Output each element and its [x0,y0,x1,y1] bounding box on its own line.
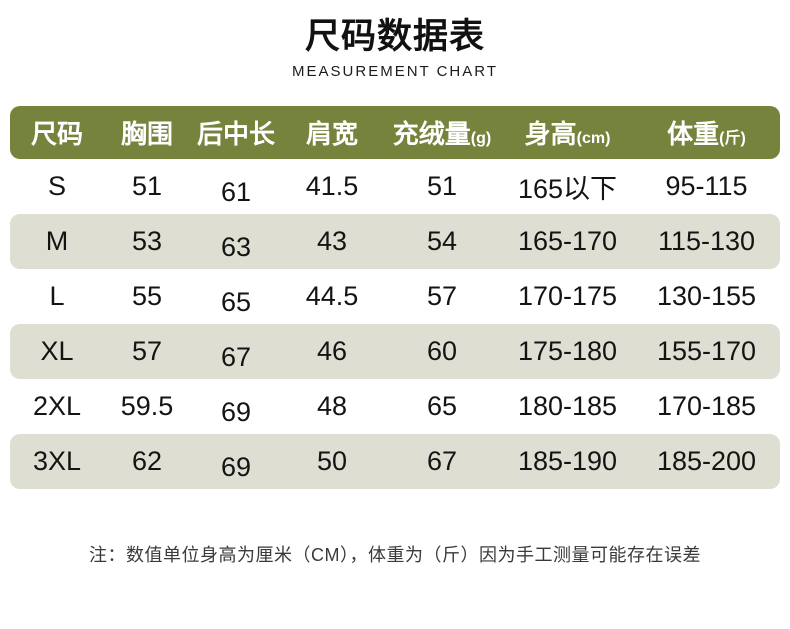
table-cell: 50 [316,446,348,476]
table-row-2xl: 2XL 59.5 69 48 65 180-185 170-185 [10,379,780,434]
table-cell: 69 [220,452,252,482]
table-cell: 95-115 [665,171,748,201]
header-unit: (斤) [719,130,746,147]
table-cell: 165以下 [517,174,618,204]
table-cell: 41.5 [305,171,359,201]
measurement-chart-page: 尺码数据表 MEASUREMENT CHART 尺码 胸围 后中长 肩宽 充绒量… [10,17,780,565]
table-row-3xl: 3XL 62 69 50 67 185-190 185-200 [10,434,780,489]
table-cell: 54 [426,226,458,256]
header-label: 身高 [524,119,577,149]
table-cell: 62 [131,446,163,476]
table-cell: 46 [316,336,348,366]
table-cell: 67 [220,342,252,372]
table-cell: 51 [131,171,163,201]
page-title: 尺码数据表 [304,17,485,56]
header-cell-weight: 体重(斤) [633,114,780,151]
table-row-l: L 55 65 44.5 57 170-175 130-155 [10,269,780,324]
header-label: 胸围 [120,119,173,149]
footnote: 注：数值单位身高为厘米（CM），体重为（斤）因为手工测量可能存在误差 [89,545,701,565]
table-cell: 57 [131,336,163,366]
table-cell: 44.5 [305,281,359,311]
table-cell: 63 [220,232,252,262]
table-cell: 61 [220,177,252,207]
table-cell: 69 [220,397,252,427]
table-cell: 155-170 [656,336,757,366]
table-cell: 130-155 [656,281,757,311]
header-cell-height: 身高(cm) [502,114,633,151]
table-row-xl: XL 57 67 46 60 175-180 155-170 [10,324,780,379]
table-cell: 43 [316,226,348,256]
table-cell: 185-190 [517,446,618,476]
page-subtitle: MEASUREMENT CHART [292,63,498,80]
table-cell: 57 [426,281,458,311]
table-row-s: S 51 61 41.5 51 165以下 95-115 [10,159,780,214]
header-unit: (g) [470,130,492,147]
table-cell: 3XL [32,446,82,476]
table-cell: 170-185 [656,391,757,421]
header-label: 充绒量 [392,119,471,149]
table-row-m: M 53 63 43 54 165-170 115-130 [10,214,780,269]
table-cell: 2XL [32,391,82,421]
table-cell: 185-200 [656,446,757,476]
header-cell-chest: 胸围 [104,114,190,151]
table-header-row: 尺码 胸围 后中长 肩宽 充绒量(g) 身高(cm) 体重(斤) [10,106,780,159]
table-cell: 115-130 [657,226,756,256]
header-unit: (cm) [576,130,611,147]
table-cell: S [47,171,66,201]
header-label: 体重 [667,119,720,149]
table-cell: 165-170 [517,226,618,256]
header-cell-size: 尺码 [10,114,104,151]
table-cell: 170-175 [517,281,618,311]
table-cell: 51 [426,171,458,201]
header-cell-shoulder: 肩宽 [282,114,382,151]
table-cell: 175-180 [517,336,618,366]
table-cell: 48 [316,391,348,421]
table-cell: XL [40,336,74,366]
table-cell: 55 [131,281,163,311]
header-cell-back-length: 后中长 [190,114,282,151]
header-label: 尺码 [30,119,83,149]
table-cell: 59.5 [120,391,174,421]
header-cell-fill-weight: 充绒量(g) [382,114,502,151]
header-label: 肩宽 [305,119,358,149]
header-label: 后中长 [196,119,275,149]
table-cell: M [45,226,69,256]
table-cell: 65 [220,287,252,317]
table-cell: 60 [426,336,458,366]
table-cell: 53 [131,226,163,256]
size-table: 尺码 胸围 后中长 肩宽 充绒量(g) 身高(cm) 体重(斤) S 51 61… [10,106,780,489]
table-cell: 67 [426,446,458,476]
table-cell: 65 [426,391,458,421]
table-cell: L [49,281,65,311]
table-cell: 180-185 [517,391,618,421]
